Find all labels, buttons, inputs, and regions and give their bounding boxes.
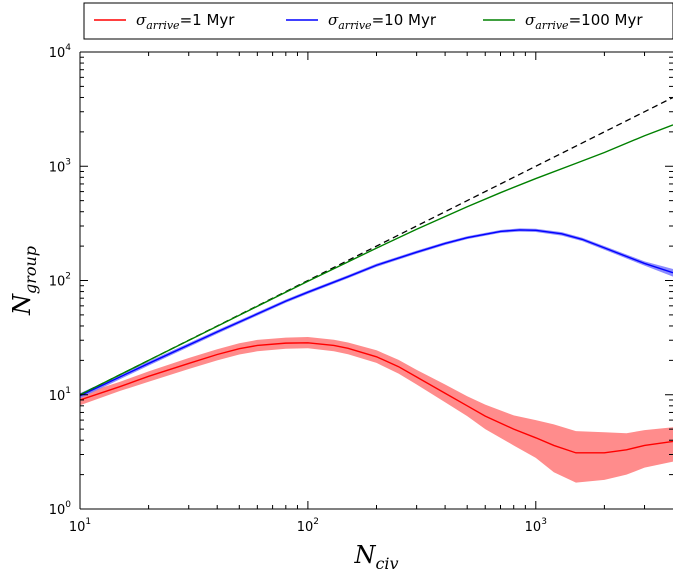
x-tick-label: 103 [525,517,547,535]
legend-box [83,2,673,40]
y-tick-label: 100 [49,500,72,518]
series-2-line [80,229,673,397]
legend-label-3: σarrive=100 Myr [525,11,643,32]
series-lines [80,96,673,454]
x-tick-label: 101 [69,517,91,535]
confidence-bands [80,228,673,483]
series-3-line [80,124,673,396]
series-1-band [80,337,673,483]
series-1-line [80,342,673,454]
legend-label-2: σarrive=10 Myr [328,11,437,32]
y-tick-label: 103 [49,157,71,175]
y-tick-label: 101 [49,386,71,404]
y-tick-label: 104 [49,43,72,61]
y-axis-title: Ngroup [8,246,40,316]
legend: σarrive=1 Myr σarrive=10 Myr σarrive=100 M… [83,2,673,40]
x-tick-label: 102 [297,517,319,535]
legend-label-1: σarrive=1 Myr [136,11,235,32]
axis-titles: Nciv Ngroup [8,246,399,573]
x-axis-title: Nciv [353,541,398,573]
y-tick-label: 102 [49,272,71,290]
